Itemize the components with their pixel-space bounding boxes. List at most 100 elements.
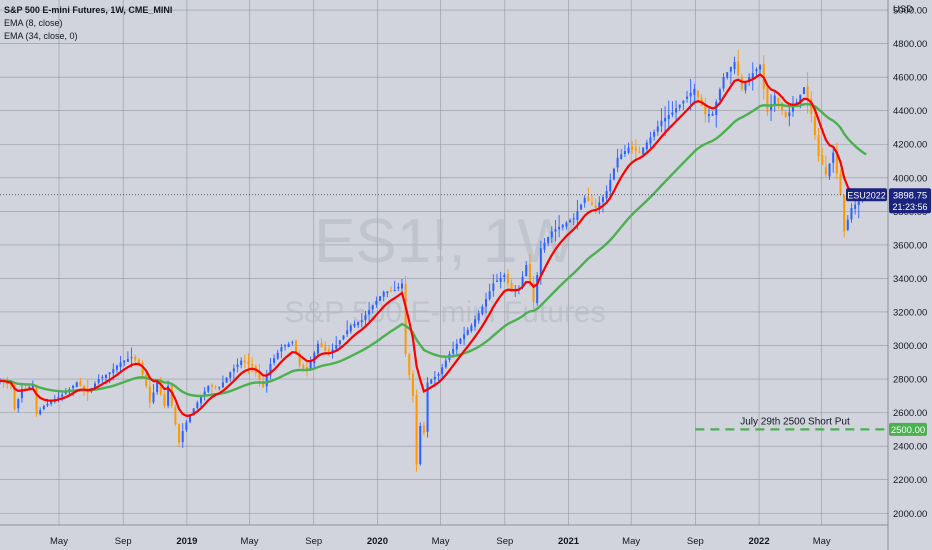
candle-body bbox=[459, 338, 462, 344]
x-tick-label: 2022 bbox=[748, 536, 769, 547]
candle-body bbox=[788, 112, 791, 117]
candle-body bbox=[477, 313, 480, 321]
candle-body bbox=[108, 372, 111, 375]
candle-body bbox=[199, 396, 202, 404]
candle-body bbox=[751, 73, 754, 79]
candle-body bbox=[174, 406, 177, 425]
candle-body bbox=[660, 120, 663, 127]
candle-body bbox=[141, 362, 144, 375]
candle-body bbox=[817, 134, 820, 156]
candle-body bbox=[386, 291, 389, 294]
candle-body bbox=[357, 322, 360, 326]
candle-body bbox=[707, 114, 710, 117]
y-tick-label: 4200.00 bbox=[893, 140, 927, 151]
candle-body bbox=[492, 283, 495, 291]
candle-body bbox=[305, 366, 308, 371]
candle-body bbox=[404, 284, 407, 354]
candle-body bbox=[94, 383, 97, 390]
candle-body bbox=[390, 290, 393, 292]
legend-ema-8[interactable]: EMA (8, close) bbox=[4, 18, 63, 28]
candle-body bbox=[532, 282, 535, 302]
candle-body bbox=[620, 154, 623, 160]
legend-ema-34[interactable]: EMA (34, close, 0) bbox=[4, 31, 78, 41]
candle-body bbox=[528, 263, 531, 284]
candle-body bbox=[134, 356, 137, 361]
candle-body bbox=[455, 343, 458, 350]
symbol-label: ESU2022 bbox=[847, 190, 886, 200]
candle-body bbox=[612, 168, 615, 180]
candle-body bbox=[185, 422, 188, 430]
candle-body bbox=[536, 275, 539, 303]
candle-body bbox=[463, 334, 466, 340]
candle-body bbox=[770, 103, 773, 111]
candle-body bbox=[828, 163, 831, 177]
candle-body bbox=[101, 376, 104, 378]
candle-body bbox=[13, 385, 16, 410]
candle-body bbox=[835, 154, 838, 174]
symbol-tag[interactable] bbox=[846, 188, 887, 202]
candle-body bbox=[419, 426, 422, 465]
candle-body bbox=[368, 310, 371, 315]
candle-body bbox=[572, 218, 575, 220]
candle-body bbox=[379, 296, 382, 301]
short-put-label: July 29th 2500 Short Put bbox=[740, 416, 850, 427]
candle-body bbox=[645, 142, 648, 150]
x-tick-label: Sep bbox=[496, 536, 513, 547]
last-price-tag bbox=[889, 188, 931, 214]
y-tick-label: 2200.00 bbox=[893, 475, 927, 486]
candle-body bbox=[375, 300, 378, 305]
candle-body bbox=[119, 362, 122, 367]
x-tick-label: May bbox=[50, 536, 68, 547]
y-tick-label: 4000.00 bbox=[893, 173, 927, 184]
candle-body bbox=[72, 385, 75, 389]
candle-body bbox=[159, 381, 162, 395]
candle-body bbox=[320, 342, 323, 348]
candle-body bbox=[623, 150, 626, 155]
y-tick-label: 5000.00 bbox=[893, 6, 927, 17]
candle-body bbox=[718, 89, 721, 100]
candle-body bbox=[784, 111, 787, 118]
candle-body bbox=[495, 280, 498, 282]
candle-body bbox=[711, 114, 714, 116]
candle-body bbox=[656, 126, 659, 132]
candle-body bbox=[682, 100, 685, 104]
candle-body bbox=[773, 95, 776, 105]
candle-body bbox=[83, 385, 86, 390]
candle-body bbox=[569, 220, 572, 222]
candle-body bbox=[686, 96, 689, 99]
candle-body bbox=[324, 346, 327, 351]
candle-body bbox=[181, 431, 184, 443]
candle-body bbox=[298, 353, 301, 366]
candle-body bbox=[850, 207, 853, 220]
candle-body bbox=[218, 387, 221, 389]
candle-body bbox=[353, 323, 356, 327]
candle-body bbox=[634, 147, 637, 151]
ema-34-line bbox=[0, 102, 867, 398]
y-tick-label: 3000.00 bbox=[893, 341, 927, 352]
candle-body bbox=[821, 155, 824, 166]
candle-body bbox=[653, 131, 656, 137]
candle-body bbox=[207, 385, 210, 392]
candle-body bbox=[251, 364, 254, 366]
candle-body bbox=[97, 379, 100, 383]
candle-body bbox=[485, 299, 488, 307]
candle-body bbox=[558, 226, 561, 230]
candle-body bbox=[262, 381, 265, 388]
candle-body bbox=[203, 391, 206, 396]
candle-body bbox=[667, 115, 670, 120]
candle-body bbox=[791, 107, 794, 112]
x-tick-label: May bbox=[622, 536, 640, 547]
candle-body bbox=[616, 157, 619, 168]
x-tick-label: Sep bbox=[305, 536, 322, 547]
y-tick-label: 3400.00 bbox=[893, 274, 927, 285]
candle-body bbox=[510, 283, 513, 292]
candle-body bbox=[393, 290, 396, 292]
candle-body bbox=[561, 224, 564, 228]
candle-body bbox=[715, 101, 718, 116]
candle-body bbox=[152, 392, 155, 403]
candle-body bbox=[810, 98, 813, 115]
candle-body bbox=[802, 87, 805, 94]
x-tick-label: 2021 bbox=[558, 536, 580, 547]
